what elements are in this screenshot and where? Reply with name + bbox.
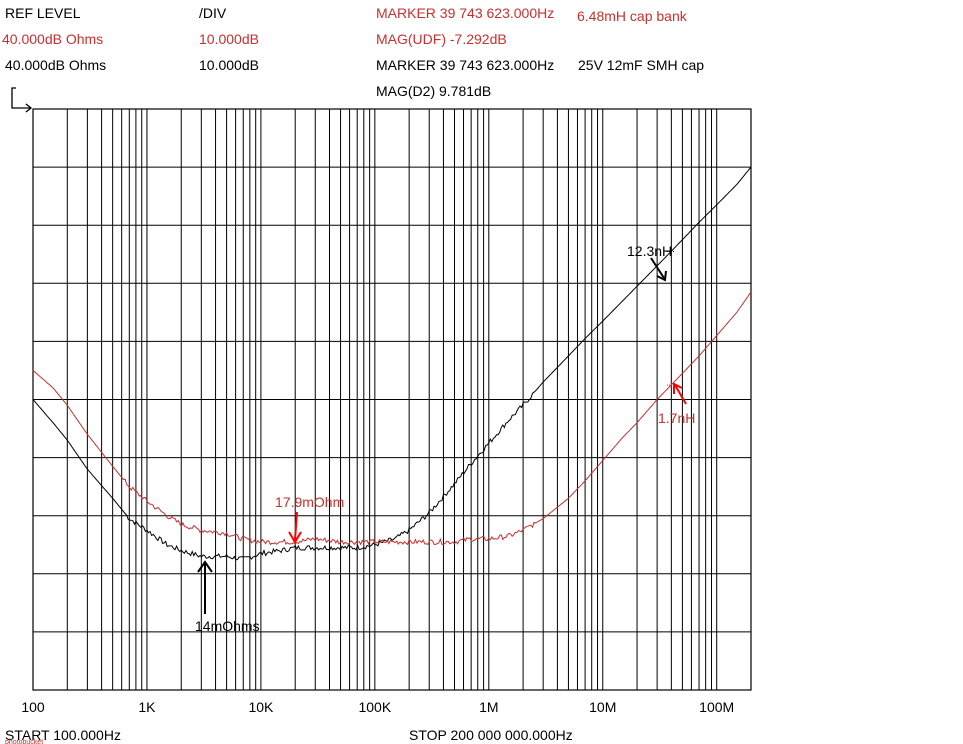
x-tick-label: 1K (138, 699, 156, 715)
annotation-14mohms: 14mOhms (195, 618, 260, 634)
ref-level-arrowhead-icon (25, 103, 33, 113)
traces (32, 166, 752, 561)
start-frequency: START 100.000Hz (5, 727, 121, 743)
x-tick-label: 10K (248, 699, 274, 715)
div-label: /DIV (199, 5, 227, 21)
trace-cap-bank (32, 291, 752, 546)
mag-red: MAG(UDF) -7.292dB (376, 31, 507, 47)
marker-cross-icon (667, 247, 676, 256)
trace-smh-cap (32, 166, 752, 561)
annotation-17-9mohm-arrow-icon (288, 511, 302, 544)
ref-level-red: 40.000dB Ohms (2, 31, 103, 47)
x-tick-label: 100K (358, 699, 391, 715)
annotation-12-3nh-arrow-icon (650, 257, 667, 282)
div-black: 10.000dB (199, 57, 259, 73)
x-tick-label: 10M (589, 699, 616, 715)
x-tick-label: 100 (21, 699, 45, 715)
stop-frequency: STOP 200 000 000.000Hz (409, 727, 573, 743)
marker-red: MARKER 39 743 623.000Hz (376, 5, 554, 21)
div-red: 10.000dB (199, 31, 259, 47)
grid (32, 108, 752, 691)
annotation-1-7nh-arrow-icon (673, 382, 687, 405)
x-tick-label: 100M (699, 699, 734, 715)
mag-black: MAG(D2) 9.781dB (376, 83, 491, 99)
x-tick-label: 1M (479, 699, 498, 715)
annotation-17-9mohm: 17.9mOhm (275, 494, 344, 510)
legend-black: 25V 12mF SMH cap (578, 57, 704, 73)
annotation-12-3nh: 12.3nH (627, 243, 672, 259)
watermark: photobucket (5, 739, 43, 744)
marker-black: MARKER 39 743 623.000Hz (376, 57, 554, 73)
annotation-14mohms-arrow-icon (197, 560, 213, 614)
annotation-1-7nh: 1.7nH (658, 410, 695, 426)
ref-level-black: 40.000dB Ohms (5, 57, 106, 73)
x-tick-labels: 100 1K 10K 100K 1M 10M 100M (21, 699, 734, 715)
legend-red: 6.48mH cap bank (577, 8, 688, 24)
ref-level-label: REF LEVEL (5, 5, 81, 21)
ref-level-arrow-icon (11, 87, 30, 109)
